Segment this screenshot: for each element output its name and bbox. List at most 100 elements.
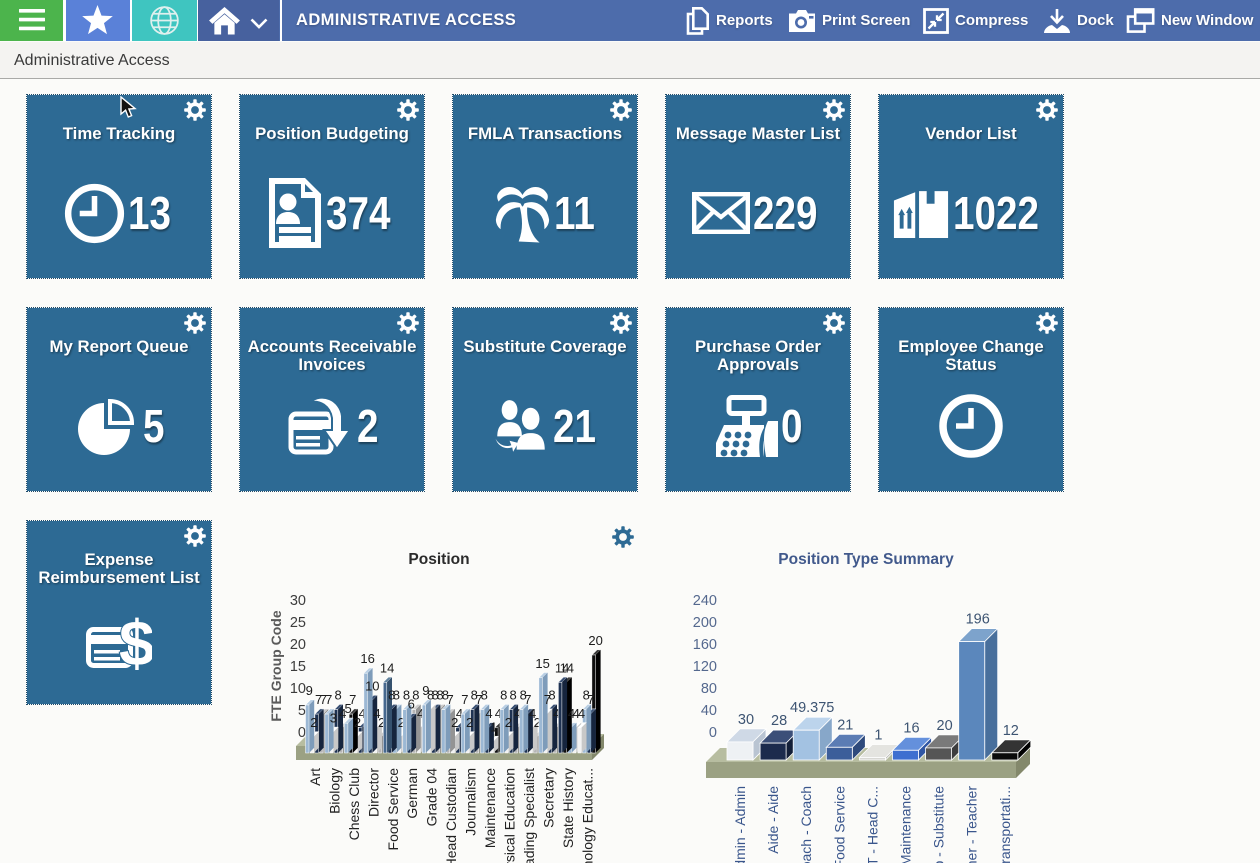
- svg-text:8: 8: [481, 688, 488, 703]
- svg-text:Grade 04: Grade 04: [424, 768, 440, 827]
- svg-text:7: 7: [544, 692, 551, 707]
- svg-text:German: German: [404, 768, 420, 819]
- svg-text:25: 25: [290, 615, 306, 631]
- svg-text:$: $: [119, 607, 152, 671]
- svg-text:8: 8: [393, 688, 400, 703]
- svg-text:49.375: 49.375: [790, 700, 834, 716]
- svg-text:2: 2: [310, 715, 317, 730]
- svg-text:7: 7: [475, 692, 482, 707]
- svg-text:8: 8: [427, 688, 434, 703]
- svg-text:4: 4: [339, 706, 346, 721]
- svg-text:Physical Education: Physical Education: [502, 768, 518, 863]
- svg-text:4: 4: [495, 706, 502, 721]
- svg-text:8: 8: [436, 688, 443, 703]
- svg-text:4: 4: [568, 706, 575, 721]
- svg-text:200: 200: [693, 615, 717, 631]
- svg-text:0: 0: [298, 725, 306, 741]
- svg-text:4: 4: [456, 706, 463, 721]
- svg-text:Head Custodian: Head Custodian: [443, 768, 459, 863]
- svg-text:7: 7: [325, 692, 332, 707]
- svg-text:15: 15: [290, 659, 306, 675]
- svg-text:10: 10: [290, 681, 306, 697]
- svg-text:Secretary: Secretary: [540, 768, 556, 828]
- svg-text:7: 7: [587, 692, 594, 707]
- svg-text:30: 30: [290, 593, 306, 609]
- svg-text:7: 7: [524, 692, 531, 707]
- svg-text:7: 7: [315, 692, 322, 707]
- svg-text:Maintenance: Maintenance: [898, 786, 914, 863]
- svg-text:8: 8: [334, 688, 341, 703]
- svg-text:2: 2: [466, 715, 473, 730]
- svg-text:80: 80: [701, 681, 717, 697]
- svg-text:4: 4: [514, 706, 521, 721]
- svg-text:Reading Specialist: Reading Specialist: [521, 768, 537, 863]
- svg-text:20: 20: [290, 637, 306, 653]
- svg-text:8: 8: [412, 688, 419, 703]
- svg-text:7: 7: [320, 692, 327, 707]
- svg-text:5: 5: [298, 703, 306, 719]
- svg-text:8: 8: [471, 688, 478, 703]
- svg-text:4: 4: [529, 706, 536, 721]
- svg-text:14: 14: [555, 660, 569, 675]
- svg-text:Chess Club: Chess Club: [346, 768, 362, 841]
- svg-text:Biology: Biology: [326, 768, 342, 814]
- svg-text:FTE Group Code: FTE Group Code: [268, 610, 284, 721]
- svg-text:Position: Position: [408, 551, 469, 568]
- svg-text:20: 20: [588, 633, 602, 648]
- svg-text:196: 196: [966, 612, 990, 628]
- svg-text:7: 7: [461, 692, 468, 707]
- svg-text:0: 0: [709, 725, 717, 741]
- svg-text:Technology Educat...: Technology Educat...: [579, 768, 595, 863]
- svg-text:40: 40: [701, 703, 717, 719]
- svg-text:8: 8: [509, 688, 516, 703]
- svg-text:120: 120: [693, 659, 717, 675]
- svg-text:14: 14: [560, 660, 574, 675]
- svg-text:2: 2: [378, 715, 385, 730]
- svg-text:240: 240: [693, 593, 717, 609]
- svg-text:4: 4: [359, 706, 366, 721]
- svg-text:7: 7: [446, 692, 453, 707]
- svg-text:1: 1: [490, 720, 497, 735]
- svg-text:5: 5: [344, 701, 351, 716]
- svg-text:Art: Art: [307, 768, 323, 786]
- svg-text:16: 16: [903, 720, 919, 736]
- svg-text:8: 8: [583, 688, 590, 703]
- svg-text:Food Service: Food Service: [385, 768, 401, 851]
- svg-text:8: 8: [388, 688, 395, 703]
- svg-text:4: 4: [573, 706, 580, 721]
- svg-text:8: 8: [500, 688, 507, 703]
- svg-text:8: 8: [548, 688, 555, 703]
- svg-text:Sub - Substitute: Sub - Substitute: [931, 786, 947, 863]
- svg-text:4: 4: [485, 706, 492, 721]
- svg-text:160: 160: [693, 637, 717, 653]
- svg-text:21: 21: [837, 717, 853, 733]
- svg-text:4: 4: [578, 706, 585, 721]
- svg-text:Transportati...: Transportati...: [997, 786, 1013, 863]
- svg-text:Admin - Admin: Admin - Admin: [732, 786, 748, 863]
- svg-text:10: 10: [365, 679, 379, 694]
- svg-text:9: 9: [422, 683, 429, 698]
- svg-text:8: 8: [403, 688, 410, 703]
- svg-text:Aide - Aide: Aide - Aide: [765, 786, 781, 854]
- svg-text:20: 20: [937, 718, 953, 734]
- svg-text:Position Type Summary: Position Type Summary: [778, 551, 954, 568]
- svg-text:2: 2: [354, 715, 361, 730]
- svg-text:Maintenance: Maintenance: [482, 768, 498, 848]
- svg-text:4: 4: [373, 706, 380, 721]
- svg-text:Food Service: Food Service: [831, 786, 847, 863]
- svg-text:16: 16: [360, 651, 374, 666]
- svg-text:12: 12: [1003, 723, 1019, 739]
- svg-text:28: 28: [771, 713, 787, 729]
- svg-text:2: 2: [451, 715, 458, 730]
- svg-text:2: 2: [534, 715, 541, 730]
- svg-text:7: 7: [349, 692, 356, 707]
- svg-text:Coach - Coach: Coach - Coach: [798, 786, 814, 863]
- svg-text:1: 1: [874, 728, 882, 744]
- svg-text:8: 8: [520, 688, 527, 703]
- svg-text:4: 4: [553, 706, 560, 721]
- svg-text:4: 4: [417, 706, 424, 721]
- svg-text:8: 8: [432, 688, 439, 703]
- svg-text:14: 14: [380, 660, 394, 675]
- svg-text:Teacher - Teacher: Teacher - Teacher: [964, 786, 980, 863]
- svg-text:2: 2: [398, 715, 405, 730]
